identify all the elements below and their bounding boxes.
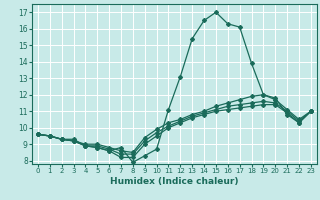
X-axis label: Humidex (Indice chaleur): Humidex (Indice chaleur)	[110, 177, 239, 186]
